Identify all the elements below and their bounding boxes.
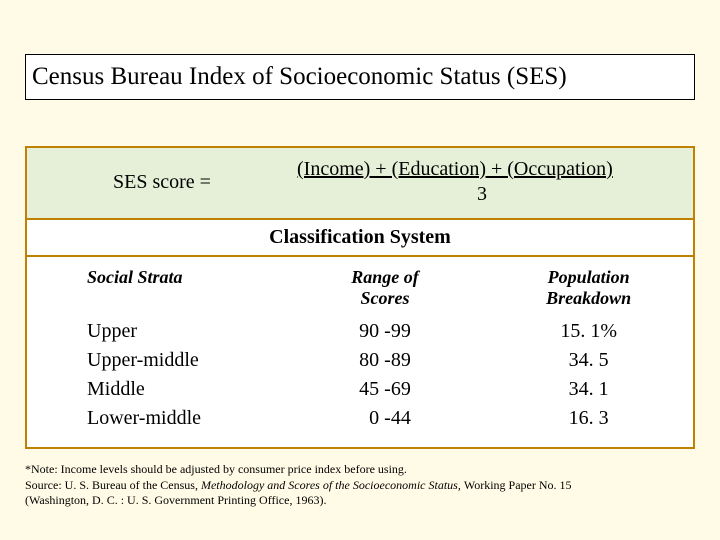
footnote-text: Source: U. S. Bureau of the Census,: [25, 478, 201, 492]
header-range: Range of Scores: [286, 267, 485, 309]
formula-numerator: (Income) + (Education) + (Occupation): [297, 158, 613, 183]
list-item: 45 -69: [296, 375, 475, 404]
formula-denominator: 3: [297, 183, 667, 206]
list-item: 15. 1%: [494, 317, 683, 346]
list-item: 80 -89: [296, 346, 475, 375]
header-population: Population Breakdown: [484, 267, 693, 309]
list-item: Upper-middle: [87, 346, 276, 375]
list-item: Upper: [87, 317, 276, 346]
list-item: Middle: [87, 375, 276, 404]
list-item: 16. 3: [494, 404, 683, 433]
footnote-line: *Note: Income levels should be adjusted …: [25, 462, 685, 478]
footnote-line: (Washington, D. C. : U. S. Government Pr…: [25, 493, 685, 509]
classification-heading: Classification System: [27, 220, 693, 257]
list-item: 90 -99: [296, 317, 475, 346]
data-body: Upper Upper-middle Middle Lower-middle 9…: [27, 317, 693, 447]
formula-rhs: (Income) + (Education) + (Occupation) 3: [297, 158, 693, 206]
formula-lhs: SES score =: [27, 171, 297, 194]
list-item: 34. 5: [494, 346, 683, 375]
list-item: 0 -44: [296, 404, 475, 433]
range-list: 90 -99 80 -89 45 -69 0 -44: [286, 317, 485, 447]
footnote-line: Source: U. S. Bureau of the Census, Meth…: [25, 478, 685, 494]
formula-row: SES score = (Income) + (Education) + (Oc…: [27, 148, 693, 220]
column-headers: Social Strata Range of Scores Population…: [27, 257, 693, 317]
list-item: 34. 1: [494, 375, 683, 404]
population-list: 15. 1% 34. 5 34. 1 16. 3: [484, 317, 693, 447]
list-item: Lower-middle: [87, 404, 276, 433]
footnote-italic: Methodology and Scores of the Socioecono…: [201, 478, 464, 492]
page-title: Census Bureau Index of Socioeconomic Sta…: [32, 63, 567, 90]
strata-list: Upper Upper-middle Middle Lower-middle: [27, 317, 286, 447]
footnote: *Note: Income levels should be adjusted …: [25, 462, 685, 509]
content-box: SES score = (Income) + (Education) + (Oc…: [25, 146, 695, 449]
title-box: Census Bureau Index of Socioeconomic Sta…: [25, 54, 695, 100]
footnote-text: Working Paper No. 15: [464, 478, 572, 492]
header-strata: Social Strata: [27, 267, 286, 309]
